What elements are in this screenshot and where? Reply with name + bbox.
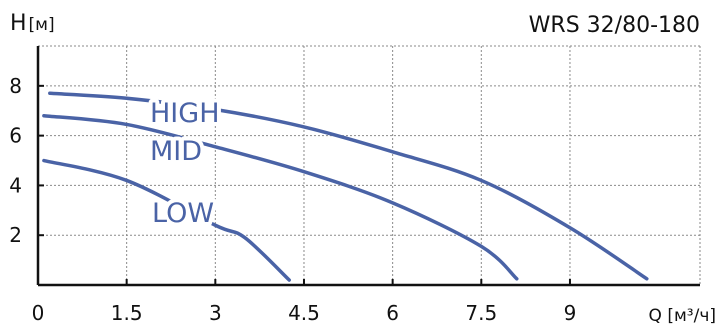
curve-low xyxy=(42,158,291,282)
x-tick-label: 9 xyxy=(564,301,577,325)
curve-label-low: LOW xyxy=(152,198,214,229)
axes xyxy=(36,46,700,287)
curve-mid xyxy=(42,113,519,281)
y-axis-label-symbol: H xyxy=(10,11,27,36)
y-tick-label: 4 xyxy=(9,173,22,197)
y-axis-label: H [м] xyxy=(10,11,55,36)
y-tick-label: 8 xyxy=(9,74,22,98)
x-tick-label: 3 xyxy=(209,301,222,325)
y-axis-label-unit: [м] xyxy=(29,15,55,35)
tick-labels: 0 1.5 3 4.5 6 7.5 9 2 4 6 8 xyxy=(9,74,576,325)
curve-label-high: HIGH xyxy=(150,98,220,129)
y-tick-label: 2 xyxy=(9,223,22,247)
x-tick-label: 7.5 xyxy=(465,301,497,325)
x-tick-label: 1.5 xyxy=(111,301,143,325)
x-tick-label: 6 xyxy=(386,301,399,325)
y-tick-label: 6 xyxy=(9,124,22,148)
x-tick-label: 4.5 xyxy=(288,301,320,325)
chart-title: WRS 32/80-180 xyxy=(529,13,700,38)
curve-high xyxy=(48,91,649,281)
x-axis-label: Q [м³/ч] xyxy=(649,306,716,326)
x-tick-label: 0 xyxy=(32,301,45,325)
curves: HIGH MID LOW xyxy=(42,91,649,282)
curve-label-mid: MID xyxy=(150,136,202,167)
